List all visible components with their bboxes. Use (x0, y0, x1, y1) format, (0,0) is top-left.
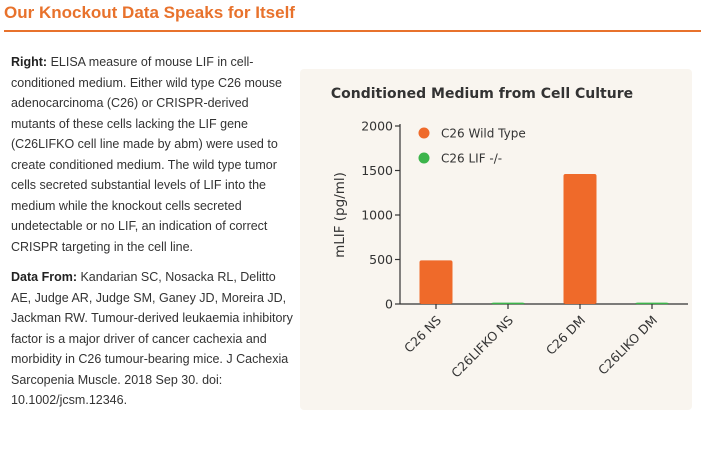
y-tick-label: 2000 (361, 119, 393, 134)
bar-chart: Conditioned Medium from Cell Culture 0 50… (331, 86, 688, 380)
chart-marks: 0 500 1000 1500 2000 mLIF (pg/ml) C26 NS C26LIF… (332, 119, 688, 380)
right-paragraph: Right: ELISA measure of mouse LIF in cel… (11, 52, 296, 257)
description-column: Right: ELISA measure of mouse LIF in cel… (11, 52, 296, 421)
legend-marker (418, 152, 430, 164)
y-tick-label: 1000 (361, 208, 393, 223)
data-from-body: Kandarian SC, Nosacka RL, Delitto AE, Ju… (11, 270, 293, 407)
legend-label: C26 LIF -/- (441, 152, 502, 166)
y-axis-label: mLIF (pg/ml) (332, 172, 348, 258)
chart-panel: Conditioned Medium from Cell Culture 0 50… (300, 69, 692, 410)
y-tick-label: 1500 (361, 163, 393, 178)
bar (635, 302, 669, 305)
data-from-paragraph: Data From: Kandarian SC, Nosacka RL, Del… (11, 267, 296, 411)
chart-title: Conditioned Medium from Cell Culture (331, 86, 633, 102)
x-tick-label: C26 DM (543, 313, 588, 358)
x-tick-label: C26LIFKO NS (448, 312, 516, 380)
page-title: Our Knockout Data Speaks for Itself (4, 3, 295, 22)
y-tick-label: 500 (369, 252, 393, 267)
data-from-label: Data From: (11, 270, 77, 284)
y-tick-label: 0 (385, 297, 393, 312)
right-body: ELISA measure of mouse LIF in cell-condi… (11, 55, 282, 254)
x-tick-label: C26LIKO DM (595, 313, 660, 378)
x-tick-label: C26 NS (401, 312, 444, 355)
right-label: Right: (11, 55, 48, 69)
bar (563, 174, 597, 304)
legend-marker (418, 127, 430, 139)
bar (491, 302, 525, 305)
legend-label: C26 Wild Type (441, 127, 526, 141)
bar (419, 260, 453, 304)
section-heading: Our Knockout Data Speaks for Itself (4, 0, 701, 32)
